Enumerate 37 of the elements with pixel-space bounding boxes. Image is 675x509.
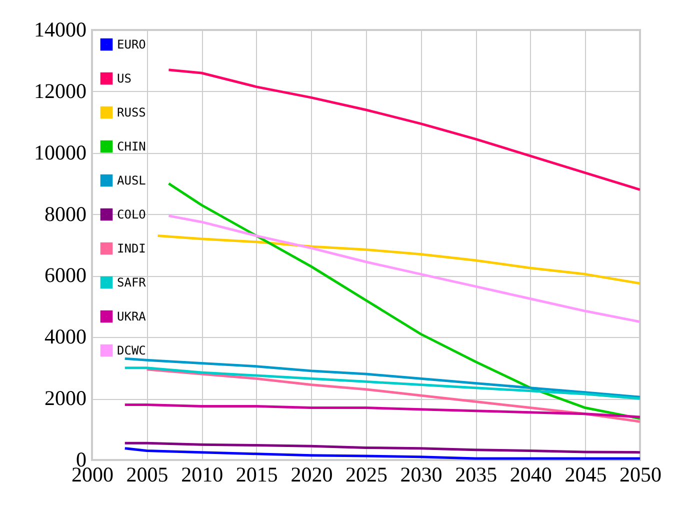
line-series xyxy=(124,403,640,418)
line-series xyxy=(124,366,640,400)
legend-label: COLO xyxy=(117,208,146,222)
y-tick-label: 4000 xyxy=(44,324,86,349)
x-tick-label: 2015 xyxy=(236,462,278,486)
legend-label: EURO xyxy=(117,38,146,52)
line-series xyxy=(167,68,640,191)
x-tick-label: 2010 xyxy=(181,462,224,486)
y-tick-label: 14000 xyxy=(34,18,86,42)
line-series xyxy=(156,234,640,285)
x-tick-label: 2005 xyxy=(126,462,168,486)
legend-label: RUSS xyxy=(117,106,146,120)
y-tick-label: 8000 xyxy=(44,202,86,226)
line-series xyxy=(146,368,640,423)
legend-label: INDI xyxy=(117,242,146,256)
line-series xyxy=(124,357,640,398)
legend-label: DCWC xyxy=(117,344,146,358)
y-tick-label: 2000 xyxy=(44,386,86,410)
line-series xyxy=(124,442,640,454)
x-tick-label: 2040 xyxy=(510,462,552,486)
x-tick-label: 2030 xyxy=(400,462,442,486)
line-series xyxy=(167,182,640,420)
legend-label: CHIN xyxy=(117,140,146,154)
legend-label: SAFR xyxy=(117,276,147,290)
x-tick-label: 2020 xyxy=(290,462,333,486)
x-tick-label: 2050 xyxy=(620,462,662,486)
x-tick-label: 2035 xyxy=(455,462,498,486)
legend-label: UKRA xyxy=(117,310,147,324)
legend-label: AUSL xyxy=(117,174,146,188)
x-tick-label: 2025 xyxy=(346,462,388,486)
y-tick-label: 6000 xyxy=(44,263,86,288)
x-tick-label: 2045 xyxy=(564,462,607,486)
y-tick-label: 10000 xyxy=(34,140,86,164)
y-tick-label: 12000 xyxy=(34,78,86,103)
line-series xyxy=(167,214,640,324)
legend-label: US xyxy=(117,72,132,86)
line-series xyxy=(124,447,640,460)
